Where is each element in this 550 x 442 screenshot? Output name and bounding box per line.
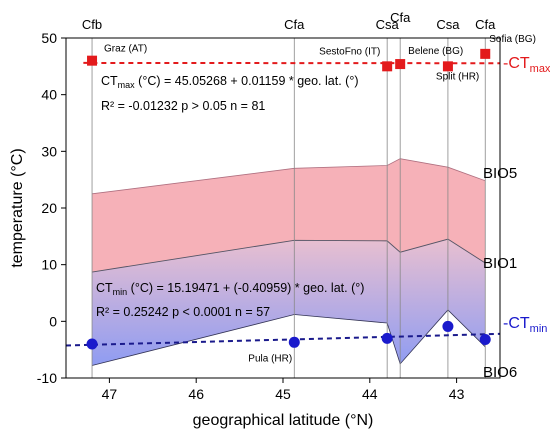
x-tick-label: 47 xyxy=(102,386,118,402)
y-tick-label: 10 xyxy=(41,257,57,273)
ctmin-fit-line xyxy=(65,332,501,347)
x-tick-label: 46 xyxy=(188,386,204,402)
y-tick-label: -10 xyxy=(37,370,57,386)
bio1-line xyxy=(91,238,486,273)
ctmax-stats: R² = -0.01232 p > 0.05 n = 81 xyxy=(101,99,265,113)
y-tick-label: 50 xyxy=(41,30,57,46)
x-tick-label: 44 xyxy=(362,386,378,402)
bio5-label: BIO5 xyxy=(483,165,517,182)
ctmin-point xyxy=(381,332,393,344)
site-label: Split (HR) xyxy=(436,71,479,82)
ctmin-point xyxy=(442,320,454,332)
y-tick-label: 40 xyxy=(41,87,57,103)
koppen-class-label: Cfa xyxy=(390,10,411,25)
ctmax-point xyxy=(395,59,406,70)
y-axis-ticks: -10 0 10 20 30 40 50 xyxy=(37,30,66,386)
ctmin-point xyxy=(479,333,491,345)
koppen-class-label: Csa xyxy=(436,17,460,32)
bio1-label: BIO1 xyxy=(483,255,517,272)
ctmin-stats: R² = 0.25242 p < 0.0001 n = 57 xyxy=(96,305,270,319)
koppen-class-label: Cfa xyxy=(475,17,496,32)
bio6-label: BIO6 xyxy=(483,364,517,381)
site-label: Belene (BG) xyxy=(408,46,463,57)
x-tick-label: 43 xyxy=(449,386,465,402)
station-lines xyxy=(91,38,486,378)
ctmin-point xyxy=(86,338,98,350)
ctmin-point xyxy=(288,336,300,348)
site-label: SestoFno (IT) xyxy=(319,46,380,57)
site-labels: Graz (AT) SestoFno (IT) Belene (BG) Split (… xyxy=(104,34,536,364)
y-tick-label: 0 xyxy=(49,313,57,329)
site-label: Sofia (BG) xyxy=(489,34,536,45)
koppen-class-label: Csa xyxy=(376,17,400,32)
ctmax-point xyxy=(480,48,491,59)
x-axis-title: geographical latitude (°N) xyxy=(193,412,374,429)
y-tick-label: 30 xyxy=(41,143,57,159)
fit-lines xyxy=(65,61,501,347)
bio6-line xyxy=(91,309,486,366)
ctmax-line-label: -CTmax xyxy=(503,55,550,75)
ctmin-equation: CTmin (°C) = 15.19471 + (-0.40959) * geo… xyxy=(96,281,364,297)
x-tick-label: 45 xyxy=(275,386,291,402)
site-label: Pula (HR) xyxy=(248,353,292,364)
site-label: Graz (AT) xyxy=(104,44,147,55)
x-axis-ticks: 47 46 45 44 43 xyxy=(102,378,465,402)
y-tick-label: 20 xyxy=(41,200,57,216)
koppen-class-label: Cfa xyxy=(284,17,305,32)
ctmax-point xyxy=(87,55,98,66)
data-points xyxy=(86,48,491,350)
ctmax-equation: CTmax (°C) = 45.05268 + 0.01159 * geo. l… xyxy=(101,74,358,90)
ctmax-point xyxy=(442,61,453,72)
koppen-class-label: Cfb xyxy=(82,17,102,32)
ctmax-point xyxy=(382,61,393,72)
climate-bands xyxy=(91,158,486,366)
bio5-line xyxy=(91,158,486,195)
y-axis-title: temperature (°C) xyxy=(9,148,26,267)
ctmin-line-label: -CTmin xyxy=(503,315,547,335)
